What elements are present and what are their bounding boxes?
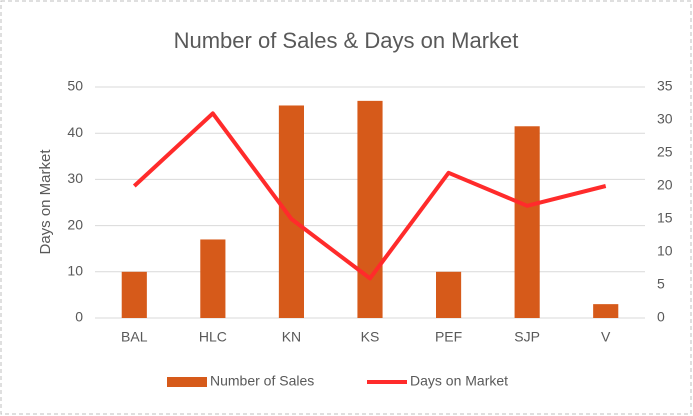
bar: [278, 105, 304, 318]
y-tick-label: 20: [67, 216, 83, 232]
legend-label: Number of Sales: [210, 373, 314, 389]
legend-swatch: [167, 377, 207, 387]
legend-label: Days on Market: [410, 373, 508, 389]
y2-tick-label: 25: [657, 144, 673, 160]
y-tick-label: 30: [67, 170, 83, 186]
y2-tick-label: 30: [657, 111, 673, 127]
x-tick-label: PEF: [435, 329, 462, 345]
y2-tick-label: 5: [657, 276, 665, 292]
x-tick-label: KS: [361, 329, 380, 345]
x-tick-label: KN: [282, 329, 301, 345]
y2-tick-label: 35: [657, 78, 673, 94]
x-tick-label: BAL: [121, 329, 148, 345]
y2-tick-label: 10: [657, 243, 673, 259]
line: [132, 111, 607, 281]
x-tick-label: HLC: [199, 329, 227, 345]
bar: [436, 271, 462, 318]
bar: [357, 100, 383, 318]
y2-tick-label: 15: [657, 210, 673, 226]
x-tick-label: SJP: [514, 329, 540, 345]
y-tick-label: 10: [67, 263, 83, 279]
chart-title: Number of Sales & Days on Market: [174, 28, 519, 53]
bar: [121, 271, 147, 318]
y-axis-label: Days on Market: [37, 149, 54, 255]
bar: [200, 239, 226, 318]
y-tick-label: 0: [75, 309, 83, 325]
y-tick-label: 50: [67, 78, 83, 94]
bar: [593, 304, 619, 318]
y2-tick-label: 20: [657, 177, 673, 193]
y2-tick-label: 0: [657, 309, 665, 325]
y-tick-label: 40: [67, 124, 83, 140]
x-tick-label: V: [601, 329, 611, 345]
bar: [514, 126, 540, 319]
